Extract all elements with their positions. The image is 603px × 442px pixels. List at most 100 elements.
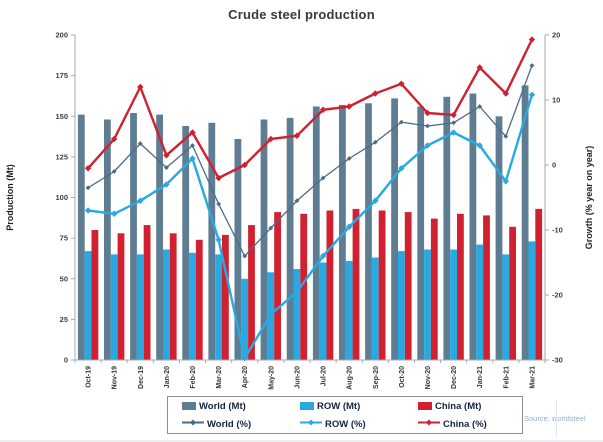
bar-worldmt-Jul-20: [312, 106, 320, 360]
bar-worldmt-Aug-20: [339, 104, 346, 361]
svg-text:Mar-21: Mar-21: [529, 366, 536, 389]
legend-item-world: World (%): [168, 418, 286, 430]
bar-chinamt-Feb-21: [509, 226, 516, 361]
bar-rowmt-Sep-20: [371, 257, 379, 360]
bar-chinamt-Jun-20: [300, 213, 308, 361]
svg-text:10: 10: [552, 96, 560, 105]
svg-text:200: 200: [55, 31, 68, 40]
legend-item-china: China (%): [404, 418, 522, 430]
bar-worldmt-Dec-20: [443, 96, 451, 361]
svg-text:Oct-20: Oct-20: [399, 366, 406, 388]
svg-text:Jun-20: Jun-20: [294, 366, 301, 389]
bar-rowmt-Feb-21: [502, 254, 510, 360]
bar-worldmt-Apr-20: [234, 139, 242, 360]
bar-chinamt-Oct-19: [91, 230, 99, 360]
bar-worldmt-Mar-20: [208, 122, 216, 361]
bar-rowmt-Aug-20: [345, 260, 353, 360]
bar-rowmt-Apr-20: [241, 278, 249, 361]
bar-rowmt-Dec-20: [450, 249, 457, 360]
svg-text:Nov-19: Nov-19: [112, 366, 119, 389]
bar-chinamt-Dec-20: [457, 213, 464, 361]
svg-text:20: 20: [552, 31, 560, 40]
bar-rowmt-Jul-20: [319, 262, 327, 360]
legend-swatch-line: [418, 418, 440, 430]
bar-chinamt-Aug-20: [352, 208, 360, 360]
bar-rowmt-Dec-19: [136, 254, 144, 360]
bar-rowmt-Mar-21: [528, 241, 536, 360]
legend-swatch-bar: [418, 402, 432, 410]
bar-worldmt-Jun-20: [286, 117, 294, 361]
svg-text:-30: -30: [552, 356, 563, 365]
svg-text:Aug-20: Aug-20: [347, 366, 354, 390]
bar-worldmt-May-20: [260, 119, 268, 360]
line-world: [87, 65, 533, 257]
bar-chinamt-Dec-19: [143, 225, 151, 360]
bar-chinamt-Mar-21: [535, 208, 543, 360]
chart-legend: World (Mt) ROW (Mt) China (Mt) World (%) ROW…: [167, 396, 523, 434]
legend-item-chinamt: China (Mt): [404, 401, 522, 412]
svg-text:0: 0: [64, 356, 68, 365]
svg-text:Sep-20: Sep-20: [373, 366, 380, 389]
bar-chinamt-Nov-19: [117, 233, 125, 361]
bar-worldmt-Nov-19: [104, 119, 111, 360]
svg-text:-10: -10: [552, 226, 563, 235]
bar-rowmt-Oct-19: [84, 251, 92, 360]
svg-text:100: 100: [55, 193, 68, 202]
bar-rowmt-Jan-20: [163, 249, 170, 360]
svg-text:Nov-20: Nov-20: [425, 366, 432, 389]
svg-text:Production (Mt): Production (Mt): [5, 164, 15, 231]
svg-text:Growth (% year on year): Growth (% year on year): [584, 146, 594, 250]
svg-text:May-20: May-20: [268, 366, 275, 390]
legend-label: World (Mt): [199, 400, 246, 412]
bar-chinamt-Mar-20: [222, 234, 229, 360]
bar-rowmt-Mar-20: [215, 254, 222, 360]
svg-text:150: 150: [55, 112, 68, 121]
bar-chinamt-Jul-20: [326, 210, 334, 360]
bar-worldmt-Nov-20: [417, 106, 425, 360]
bar-worldmt-Jan-20: [156, 114, 163, 360]
bar-worldmt-Mar-21: [521, 85, 529, 361]
svg-text:25: 25: [60, 315, 68, 324]
legend-label: China (Mt): [435, 400, 482, 412]
bar-worldmt-Oct-20: [391, 98, 398, 361]
bar-rowmt-Jan-21: [476, 244, 484, 360]
legend-label: ROW (Mt): [317, 400, 361, 412]
bar-chinamt-Oct-20: [404, 212, 412, 360]
bar-worldmt-Sep-20: [365, 103, 372, 361]
legend-swatch-bar: [300, 402, 314, 410]
bar-rowmt-Nov-19: [110, 254, 118, 360]
bar-worldmt-Dec-19: [130, 113, 137, 360]
bar-rowmt-Nov-20: [424, 249, 431, 360]
source-attribution: Source: worldsteel: [524, 414, 586, 423]
legend-item-worldmt: World (Mt): [168, 401, 286, 412]
svg-text:Apr-20: Apr-20: [242, 366, 249, 388]
bar-chinamt-May-20: [274, 212, 281, 360]
svg-text:Feb-21: Feb-21: [503, 366, 510, 389]
bar-worldmt-Oct-19: [77, 114, 85, 360]
legend-swatch-bar: [182, 402, 196, 410]
legend-label: World (%): [207, 418, 252, 430]
svg-text:Dec-19: Dec-19: [138, 366, 145, 389]
legend-item-row: ROW (%): [286, 418, 404, 430]
line-china: [87, 39, 533, 180]
bar-worldmt-Feb-20: [182, 126, 190, 360]
svg-text:75: 75: [60, 234, 68, 243]
line-row: [87, 94, 534, 360]
legend-label: China (%): [443, 418, 487, 430]
bar-chinamt-Nov-20: [430, 218, 438, 360]
svg-text:0: 0: [552, 161, 556, 170]
chart-title: Crude steel production: [228, 7, 375, 22]
bar-rowmt-Oct-20: [398, 251, 405, 360]
svg-text:Jul-20: Jul-20: [321, 366, 328, 386]
bar-chinamt-Sep-20: [378, 210, 386, 360]
svg-text:-20: -20: [552, 291, 563, 300]
legend-label: ROW (%): [325, 418, 366, 430]
bar-chinamt-Apr-20: [248, 225, 255, 360]
bar-chinamt-Jan-21: [483, 215, 490, 360]
svg-text:Jan-20: Jan-20: [164, 366, 171, 388]
bar-worldmt-Jan-21: [469, 93, 477, 360]
svg-text:Oct-19: Oct-19: [86, 366, 93, 388]
svg-text:125: 125: [55, 152, 68, 161]
